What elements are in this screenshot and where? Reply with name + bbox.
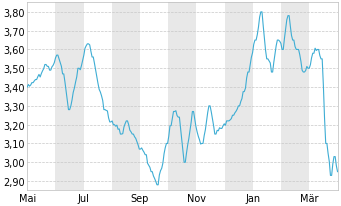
Bar (281, 4, 309, 191)
Bar (225, 4, 253, 191)
Bar (112, 4, 140, 191)
Bar (168, 4, 196, 191)
Bar (55, 4, 84, 191)
